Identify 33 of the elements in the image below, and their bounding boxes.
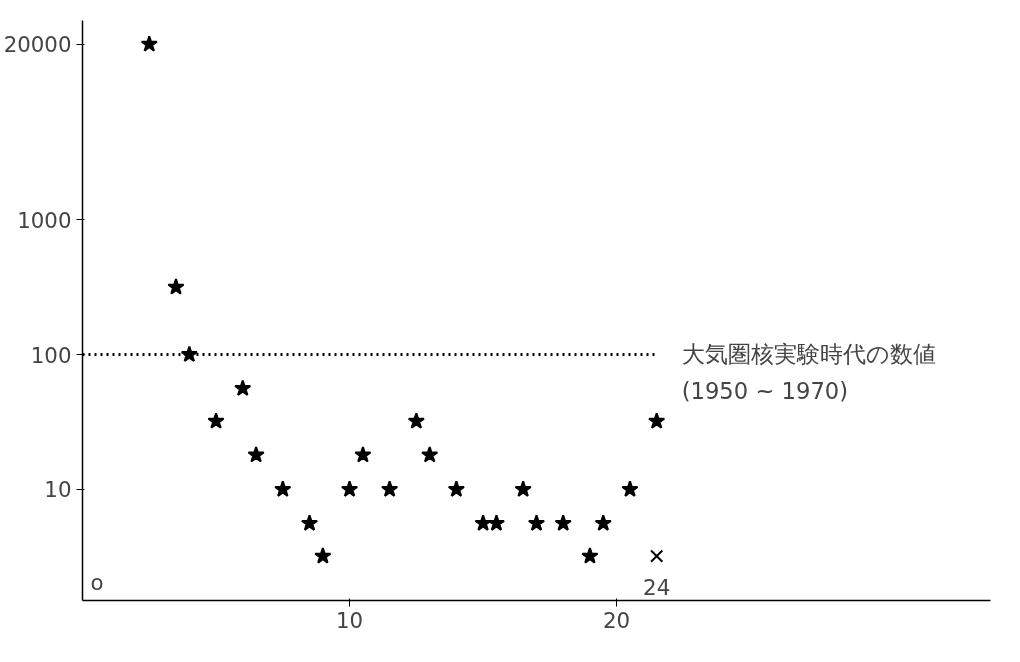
point [300,514,319,531]
point [514,480,532,497]
point [648,412,666,429]
point [554,514,572,531]
y-tick-label: 100 [30,342,72,368]
point [167,278,185,295]
point [594,514,612,531]
point [140,35,158,52]
point [381,480,399,497]
point [234,379,252,396]
y-tick-label: 1000 [17,207,72,233]
point [274,480,292,497]
point [354,445,372,463]
point [447,480,465,497]
point [207,412,225,429]
point [421,445,439,463]
point [340,480,359,497]
point [527,514,546,531]
point [650,549,664,563]
y-tick-label: 20000 [3,32,72,58]
point [487,514,506,531]
point [474,514,492,531]
point [621,480,639,497]
y-tick-label: 10 [44,477,72,503]
annotation: o [90,569,104,595]
point [314,547,332,564]
point [247,445,265,463]
annotation: 24 [643,574,671,600]
ref-line-label: 大気圏核実験時代の数値 (1950 ~ 1970) [681,341,936,404]
point [180,345,198,363]
point [407,412,425,429]
point [581,547,599,564]
x-tick-label: 20 [603,607,631,633]
